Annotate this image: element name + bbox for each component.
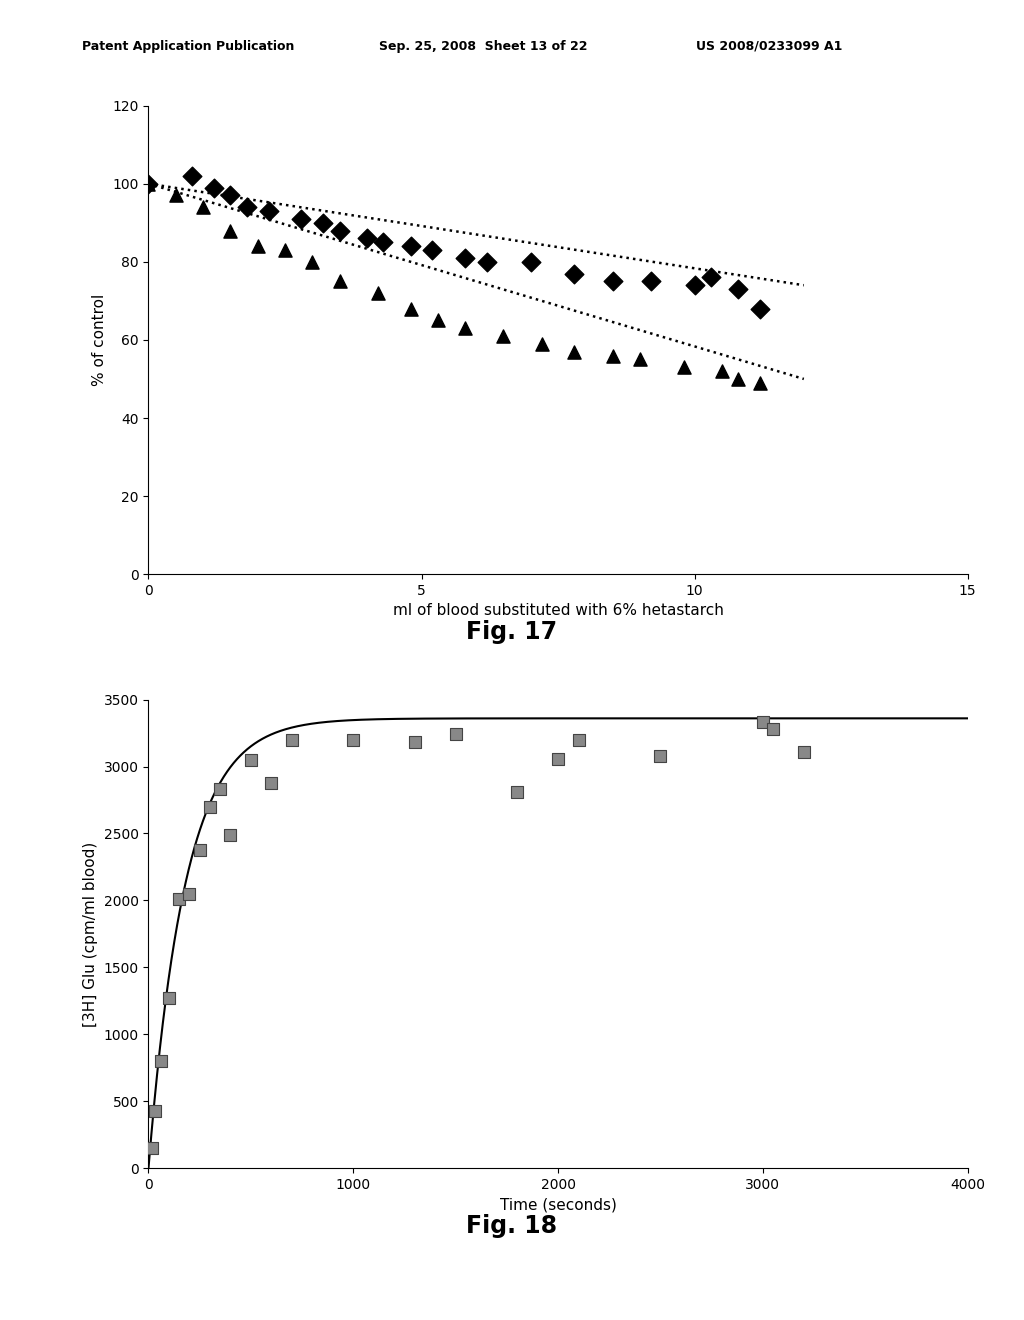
Point — [566, 341, 583, 362]
Point — [370, 282, 386, 304]
Point — [796, 742, 812, 763]
Point — [730, 368, 746, 389]
Point — [457, 247, 473, 268]
Point — [195, 197, 211, 218]
Point — [222, 220, 239, 242]
Point — [424, 239, 440, 260]
X-axis label: ml of blood substituted with 6% hetastarch: ml of blood substituted with 6% hetastar… — [392, 603, 724, 619]
Point — [702, 267, 719, 288]
Point — [765, 718, 781, 739]
Point — [430, 310, 446, 331]
Point — [522, 251, 539, 272]
Point — [730, 279, 746, 300]
Point — [293, 209, 309, 230]
X-axis label: Time (seconds): Time (seconds) — [500, 1197, 616, 1213]
Text: Sep. 25, 2008  Sheet 13 of 22: Sep. 25, 2008 Sheet 13 of 22 — [379, 40, 588, 53]
Point — [479, 251, 496, 272]
Point — [686, 275, 702, 296]
Point — [676, 356, 692, 378]
Point — [332, 271, 348, 292]
Point — [402, 298, 419, 319]
Point — [375, 232, 391, 253]
Point — [643, 271, 659, 292]
Point — [212, 779, 228, 800]
Point — [509, 781, 525, 803]
Point — [260, 201, 276, 222]
Point — [345, 729, 361, 750]
Point — [752, 298, 768, 319]
Point — [570, 729, 587, 750]
Point — [239, 197, 255, 218]
Point — [534, 333, 550, 354]
Point — [222, 824, 239, 845]
Point — [143, 1138, 160, 1159]
Text: Patent Application Publication: Patent Application Publication — [82, 40, 294, 53]
Point — [250, 235, 266, 256]
Point — [153, 1051, 169, 1072]
Point — [140, 173, 157, 194]
Point — [276, 239, 293, 260]
Point — [604, 345, 621, 366]
Point — [358, 228, 375, 249]
Point — [222, 185, 239, 206]
Point — [457, 318, 473, 339]
Point — [284, 729, 300, 750]
Point — [447, 723, 464, 744]
Y-axis label: % of control: % of control — [92, 294, 106, 385]
Point — [402, 235, 419, 256]
Point — [604, 271, 621, 292]
Point — [652, 746, 669, 767]
Text: US 2008/0233099 A1: US 2008/0233099 A1 — [696, 40, 843, 53]
Y-axis label: [3H] Glu (cpm/ml blood): [3H] Glu (cpm/ml blood) — [83, 841, 98, 1027]
Text: Fig. 17: Fig. 17 — [467, 620, 557, 644]
Point — [752, 372, 768, 393]
Point — [755, 711, 771, 733]
Point — [407, 731, 423, 752]
Point — [171, 888, 187, 909]
Point — [315, 213, 332, 234]
Point — [140, 173, 157, 194]
Point — [184, 165, 201, 186]
Point — [191, 840, 208, 861]
Text: Fig. 18: Fig. 18 — [467, 1214, 557, 1238]
Point — [243, 750, 259, 771]
Point — [632, 348, 648, 370]
Point — [146, 1100, 163, 1121]
Point — [168, 185, 184, 206]
Point — [714, 360, 730, 381]
Point — [550, 748, 566, 770]
Point — [181, 883, 198, 904]
Point — [566, 263, 583, 284]
Point — [206, 177, 222, 198]
Point — [161, 987, 177, 1008]
Point — [304, 251, 321, 272]
Point — [496, 326, 512, 347]
Point — [263, 772, 280, 793]
Point — [202, 796, 218, 817]
Point — [332, 220, 348, 242]
